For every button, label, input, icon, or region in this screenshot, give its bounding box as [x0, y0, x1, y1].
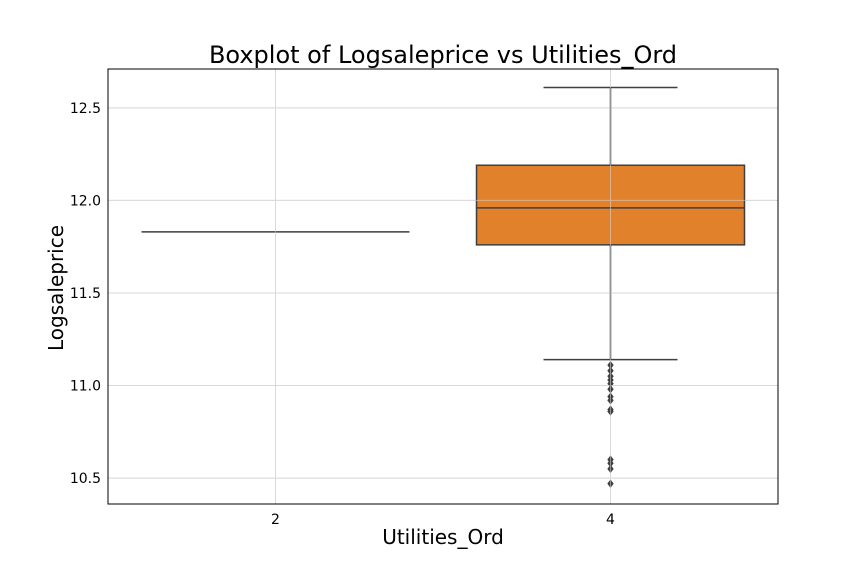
y-tick-label: 10.5	[70, 471, 101, 487]
grid-lines	[108, 69, 778, 504]
y-tick-label: 11.5	[70, 286, 101, 302]
x-axis-label: Utilities_Ord	[382, 525, 504, 549]
grid-overlay	[108, 69, 778, 504]
y-tick-label: 12.0	[70, 193, 101, 209]
tick-labels: 10.5 11.0 11.5 12.0 12.5 2 4	[70, 101, 615, 528]
x-tick-label: 4	[606, 512, 615, 528]
x-tick-label: 2	[271, 512, 280, 528]
chart-title: Boxplot of Logsaleprice vs Utilities_Ord	[209, 41, 677, 69]
y-tick-label: 11.0	[70, 379, 101, 395]
y-axis-label: Logsaleprice	[44, 225, 68, 351]
y-tick-label: 12.5	[70, 101, 101, 117]
box-elements	[141, 86, 746, 488]
plot-frame	[107, 68, 779, 505]
